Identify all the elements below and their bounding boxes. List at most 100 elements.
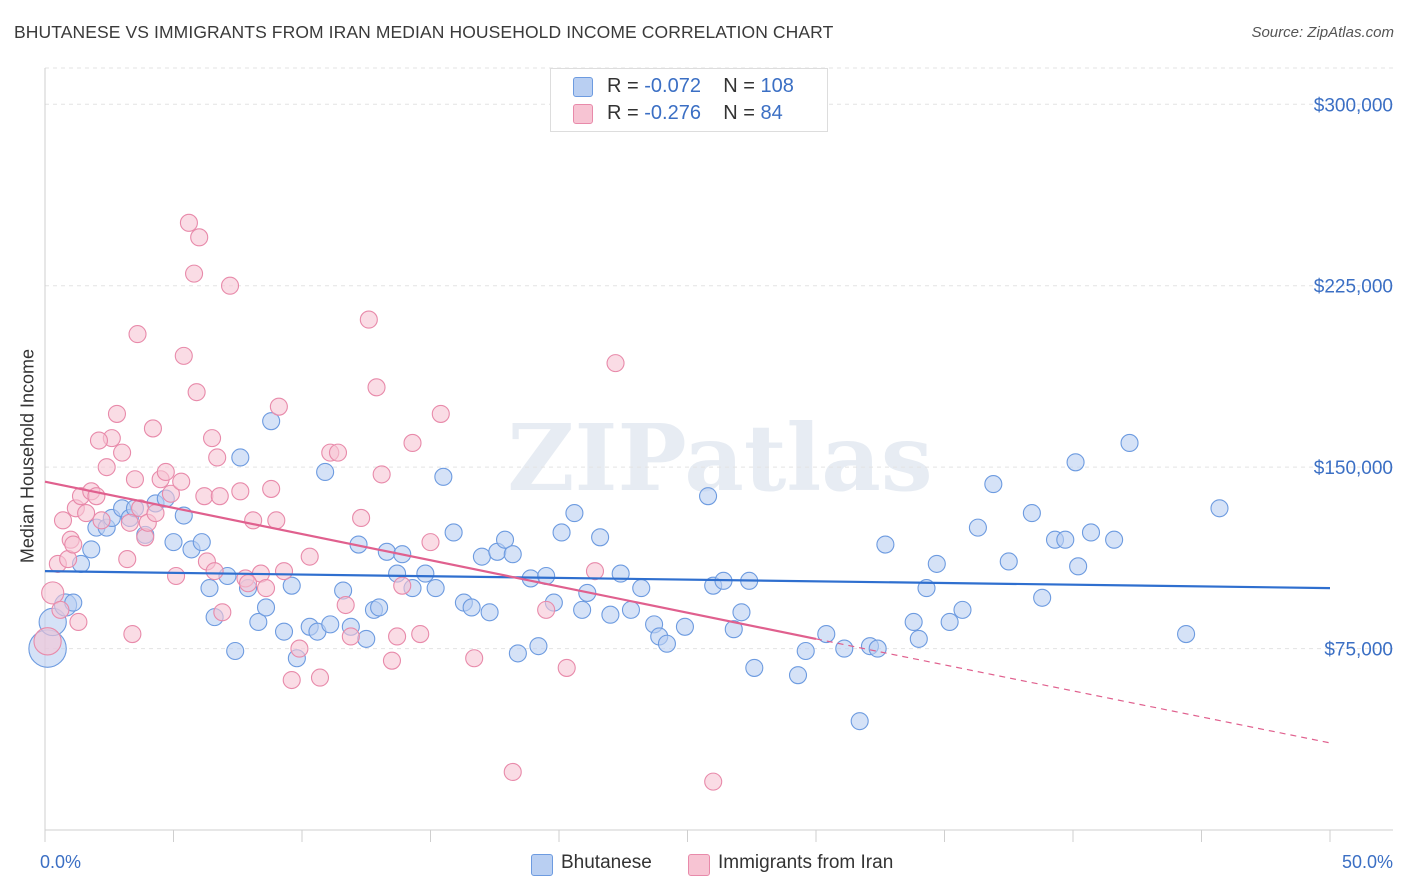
iran-point <box>97 458 116 477</box>
bhutanese-point <box>503 545 522 564</box>
iran-point <box>125 470 144 489</box>
bhutanese-point <box>426 579 445 598</box>
iran-point <box>156 462 175 482</box>
bhutanese-point <box>788 666 808 685</box>
bhutanese-point <box>1033 588 1052 607</box>
iran-point <box>388 627 407 646</box>
bhutanese-point <box>796 641 815 661</box>
iran-point <box>89 431 109 450</box>
iran-point <box>382 651 402 670</box>
iran-point <box>310 668 330 687</box>
bhutanese-point <box>357 629 376 648</box>
iran-point <box>393 576 412 595</box>
bhutanese-point <box>321 615 340 634</box>
bhutanese-point <box>552 523 571 542</box>
iran-point <box>465 649 484 668</box>
x-tick-label-min: 0.0% <box>40 852 82 872</box>
bhutanese-point <box>675 617 694 636</box>
iran-point <box>120 513 139 532</box>
iran-point <box>372 465 391 484</box>
iran-point <box>187 383 206 402</box>
bhutanese-point <box>192 533 211 552</box>
iran-point <box>208 448 227 467</box>
iran-point <box>92 511 111 530</box>
iran-point <box>300 547 319 566</box>
bhutanese-point <box>200 579 219 598</box>
iran-point <box>606 354 625 373</box>
iran-point <box>113 443 132 462</box>
iran-point <box>585 562 605 581</box>
chart-title: BHUTANESE VS IMMIGRANTS FROM IRAN MEDIAN… <box>14 22 834 42</box>
bhutanese-point <box>835 639 854 658</box>
iran-point <box>282 670 301 690</box>
bhutanese-point <box>472 547 491 566</box>
legend-r-value: -0.072 <box>644 75 701 97</box>
bhutanese-point <box>1081 523 1101 542</box>
bhutanese-point <box>1177 625 1196 644</box>
iran-point <box>77 504 96 523</box>
bhutanese-point <box>282 576 301 595</box>
source-label: Source: ZipAtlas.com <box>1251 24 1394 41</box>
iran-point <box>274 562 294 581</box>
legend-swatch-blue <box>573 77 593 97</box>
bhutanese-point <box>601 605 620 624</box>
iran-point <box>128 325 147 344</box>
bhutanese-point <box>632 579 651 598</box>
iran-point <box>220 276 240 295</box>
bhutanese-point <box>262 412 281 431</box>
iran-point <box>421 533 440 552</box>
bhutanese-point <box>591 528 610 547</box>
iran-point <box>118 550 137 569</box>
bhutanese-point <box>927 554 946 573</box>
bhutanese-point <box>1105 530 1124 549</box>
iran-point <box>123 625 142 644</box>
iran-point <box>179 213 198 232</box>
bhutanese-point <box>434 467 453 486</box>
bhutanese-point <box>699 487 718 506</box>
iran-point <box>185 264 204 283</box>
bhutanese-point <box>82 540 101 559</box>
legend-n-label: N = <box>723 102 761 124</box>
bhutanese-point <box>495 530 515 549</box>
iran-point <box>203 429 222 448</box>
bhutanese-point <box>573 600 592 619</box>
legend-n-label: N = <box>723 75 761 97</box>
bhutanese-point <box>316 462 335 482</box>
iran-point <box>161 484 180 503</box>
iran-point <box>503 762 522 781</box>
bhutanese-point <box>480 603 499 622</box>
iran-point <box>64 535 83 554</box>
bhutanese-point <box>984 475 1003 494</box>
watermark: ZIPatlas <box>507 404 932 512</box>
bhutanese-point <box>657 634 676 653</box>
iran-point <box>167 566 186 586</box>
iran-point <box>238 574 258 593</box>
bhutanese-point <box>1120 433 1139 453</box>
iran-point <box>213 603 232 622</box>
bhutanese-point <box>968 518 987 537</box>
iran-point <box>107 404 127 423</box>
iran-point <box>537 600 556 619</box>
bhutanese-point <box>231 448 250 467</box>
iran-trend-line <box>44 480 817 640</box>
bottom-legend-label: Bhutanese <box>561 852 652 873</box>
iran-point <box>256 579 276 598</box>
bhutanese-point <box>850 712 869 731</box>
bhutanese-point <box>904 612 923 632</box>
iran-point <box>367 378 386 397</box>
iran-point <box>69 612 88 632</box>
iran-trend-extension <box>815 638 1331 744</box>
bhutanese-point <box>1069 557 1088 576</box>
y-tick-label: $150,000 <box>1314 458 1393 479</box>
bhutanese-point <box>724 620 743 639</box>
bhutanese-point <box>416 564 435 583</box>
bhutanese-point <box>565 504 584 523</box>
iran-point <box>195 487 214 506</box>
legend-r-label: R = <box>607 102 645 124</box>
correlation-legend: R = -0.072 N = 108 R = -0.276 N = 84 <box>550 68 828 132</box>
bhutanese-point <box>953 600 972 619</box>
bhutanese-point <box>1056 530 1075 549</box>
bhutanese-point <box>745 658 764 677</box>
bhutanese-point <box>1066 453 1085 472</box>
iran-point <box>341 627 360 646</box>
